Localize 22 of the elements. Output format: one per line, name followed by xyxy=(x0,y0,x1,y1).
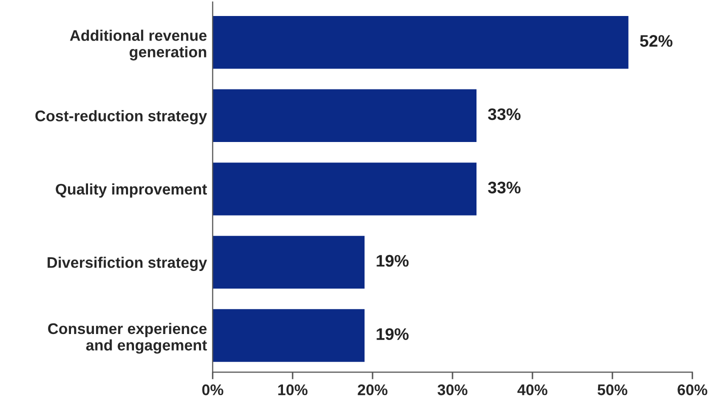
bar xyxy=(212,162,476,216)
data-label: 19% xyxy=(376,328,409,340)
y-tick-label: Consumer experience and engagement xyxy=(48,322,207,354)
data-label: 33% xyxy=(488,182,521,194)
y-tick-label: Additional revenue generation xyxy=(70,30,207,60)
x-tick-label: 40% xyxy=(517,384,548,396)
bar xyxy=(212,16,628,69)
bar xyxy=(212,309,365,362)
x-tick-label: 20% xyxy=(358,384,388,396)
data-label: 52% xyxy=(640,35,672,47)
bar xyxy=(212,236,365,289)
x-tick-label: 60% xyxy=(678,384,708,396)
y-tick-label: Quality improvement xyxy=(56,183,207,198)
x-tick-label: 50% xyxy=(598,384,628,396)
data-label: 19% xyxy=(376,254,409,267)
bar xyxy=(212,89,476,142)
data-label: 33% xyxy=(488,108,521,120)
x-tick-label: 10% xyxy=(278,384,308,396)
x-tick-label: 0% xyxy=(202,384,224,396)
y-tick-label: Diversifiction strategy xyxy=(48,256,208,272)
y-tick-label: Cost-reduction strategy xyxy=(35,110,208,124)
x-tick-label: 30% xyxy=(438,384,468,396)
